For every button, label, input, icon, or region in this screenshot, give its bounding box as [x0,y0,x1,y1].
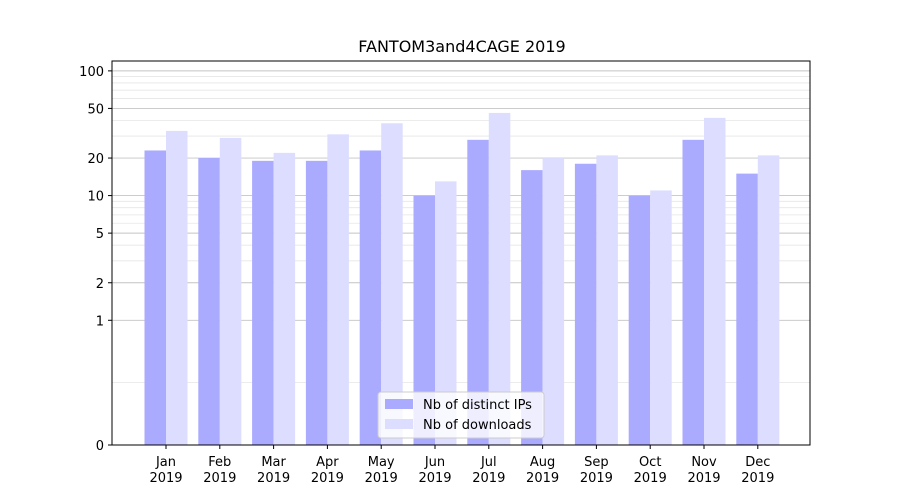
bars [144,112,780,446]
x-axis: Jan 2019 Feb 2019 Mar 2019 Apr 2019 May 2019 Jun 20… [149,445,774,486]
bar-downloads [542,158,565,445]
bar-distinct-ips [359,150,382,445]
plot-frame [111,60,811,446]
bar-downloads [596,155,618,445]
bar-distinct-ips [467,139,489,445]
bar-downloads [650,190,672,445]
x-tick-label: Apr 2019 [311,455,344,486]
x-tick-label: Oct 2019 [634,455,667,486]
y-tick-label: 10 [87,190,104,205]
chart-title: FANTOM3and4CAGE 2019 [358,37,565,56]
bar-distinct-ips [198,158,220,445]
bar-distinct-ips [521,170,543,445]
x-tick-label: May 2019 [365,455,398,486]
bar-distinct-ips [682,139,704,445]
legend: Nb of distinct IPs Nb of downloads [377,391,545,439]
x-tick-label: Jun 2019 [418,455,451,486]
bar-distinct-ips [144,150,166,445]
legend-label: Nb of downloads [423,418,532,433]
bar-distinct-ips [252,160,274,445]
bar-downloads [488,112,511,446]
bar-downloads [435,181,457,445]
bar-downloads [166,130,188,445]
x-tick-label: Feb 2019 [203,455,236,486]
y-tick-label: 20 [87,152,104,167]
legend-swatch [385,419,413,429]
y-tick-label: 5 [96,227,104,242]
bar-distinct-ips [736,173,758,445]
bar-distinct-ips [305,160,328,445]
x-tick-label: Jul 2019 [472,455,505,486]
y-tick-label: 2 [96,277,104,292]
bar-distinct-ips [413,195,435,445]
bar-downloads [219,137,242,446]
bar-downloads [273,152,296,445]
x-tick-label: Jan 2019 [149,455,182,486]
x-tick-label: Sep 2019 [580,455,613,486]
legend-swatch [385,399,413,409]
y-tick-label: 0 [96,439,104,454]
bar-distinct-ips [574,163,597,445]
legend-box [377,391,545,439]
legend-label: Nb of distinct IPs [423,398,532,413]
y-tick-label: 50 [87,102,104,117]
x-tick-label: Nov 2019 [687,455,720,486]
bar-downloads [757,155,780,445]
bar-distinct-ips [628,195,651,445]
x-tick-label: Dec 2019 [741,455,774,486]
bar-downloads [327,134,349,445]
y-tick-label: 100 [79,65,104,80]
x-tick-label: Aug 2019 [526,455,559,486]
y-tick-label: 1 [96,314,104,329]
bar-downloads [381,123,403,446]
y-axis: 0 1 2 5 10 20 50 100 [79,65,112,454]
x-tick-label: Mar 2019 [257,455,290,486]
bar-downloads [704,117,726,445]
